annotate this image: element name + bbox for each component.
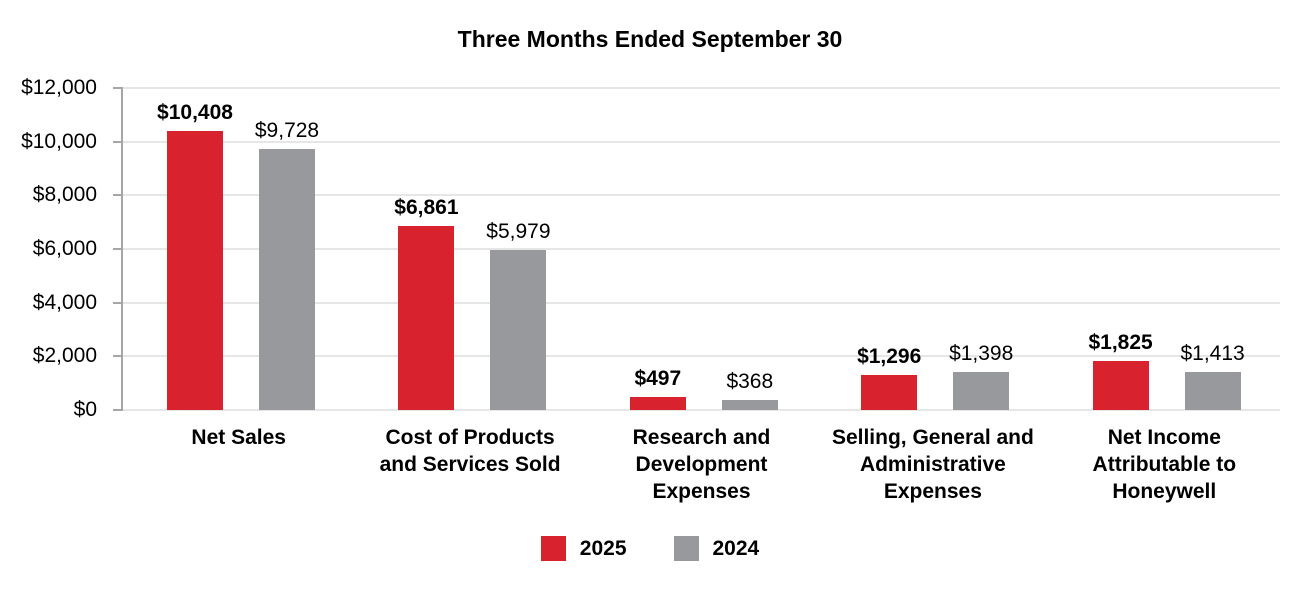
legend-label: 2025 [579,537,627,560]
gridline [123,409,1280,411]
bar-value-label: $10,408 [157,100,233,124]
bar-value-label: $6,861 [394,195,459,219]
y-axis-label: $4,000 [32,290,97,314]
bar-value-label: $5,979 [486,219,551,243]
y-axis-label: $10,000 [21,129,97,153]
category-label-line: Research and [632,426,771,449]
bar-value-label: $1,296 [857,345,922,369]
category-label-line: Attributable to [1092,453,1237,476]
y-axis-tick [113,248,123,250]
legend-item-2024: 2024 [673,536,760,561]
bar-2024 [490,249,547,410]
category-label-line: Development [635,453,768,476]
y-axis-tick [113,140,123,143]
y-axis-tick [113,87,123,89]
category-label-line: Expenses [883,480,982,503]
y-axis-label: $0 [73,398,97,421]
category-label-line: Honeywell [1112,480,1217,503]
y-axis-label: $8,000 [32,183,97,207]
y-axis-label: $2,000 [32,344,97,368]
y-axis-label: $12,000 [21,76,97,99]
bar-2025 [1092,361,1149,410]
category-label-line: and Services Sold [379,453,561,476]
legend-item-2025: 2025 [540,536,627,561]
category-label: Selling, General and Administrative Expens… [817,424,1048,505]
bar-2025 [398,225,455,410]
bar-value-label: $1,413 [1180,342,1245,366]
bar-2024 [259,148,315,410]
category-label-line: Administrative [859,453,1006,476]
bar-value-label: $497 [634,366,682,390]
category-label: Research and Development Expenses [586,424,817,505]
bar-2024 [953,372,1010,410]
category-label-line: Net Income [1107,426,1221,449]
bar-value-label: $9,728 [254,118,320,142]
bar-value-label: $1,825 [1088,331,1153,355]
category-label: Net Sales [123,424,354,451]
category-label-line: Net Sales [191,426,286,449]
y-axis-line [121,87,123,411]
legend-label: 2024 [712,537,760,560]
y-axis-tick [113,355,123,358]
category-label: Cost of Products and Services Sold [354,424,585,478]
category-label-line: Expenses [652,480,751,503]
y-axis-tick [113,301,123,304]
gridline [123,87,1280,89]
bar-2024 [721,400,778,410]
bar-value-label: $1,398 [949,342,1014,366]
category-label: Net Income Attributable to Honeywell [1049,424,1280,505]
gridline [123,355,1280,358]
legend-swatch-2024 [673,536,699,561]
gridline [123,248,1280,250]
bar-2025 [861,375,918,410]
bar-2024 [1184,372,1241,410]
gridline [123,194,1280,197]
bar-value-label: $368 [726,370,774,394]
y-axis-label: $6,000 [32,237,97,260]
y-axis-tick [113,409,123,411]
gridline [123,140,1280,143]
y-axis-tick [113,194,123,197]
legend: 2025 2024 [0,536,1300,561]
bar-2025 [167,130,223,410]
legend-swatch-2025 [540,536,566,561]
gridline [123,301,1280,304]
chart-title: Three Months Ended September 30 [457,26,843,52]
bar-2025 [629,396,686,410]
category-label-line: Cost of Products [385,426,555,449]
category-label-line: Selling, General and [831,426,1034,449]
